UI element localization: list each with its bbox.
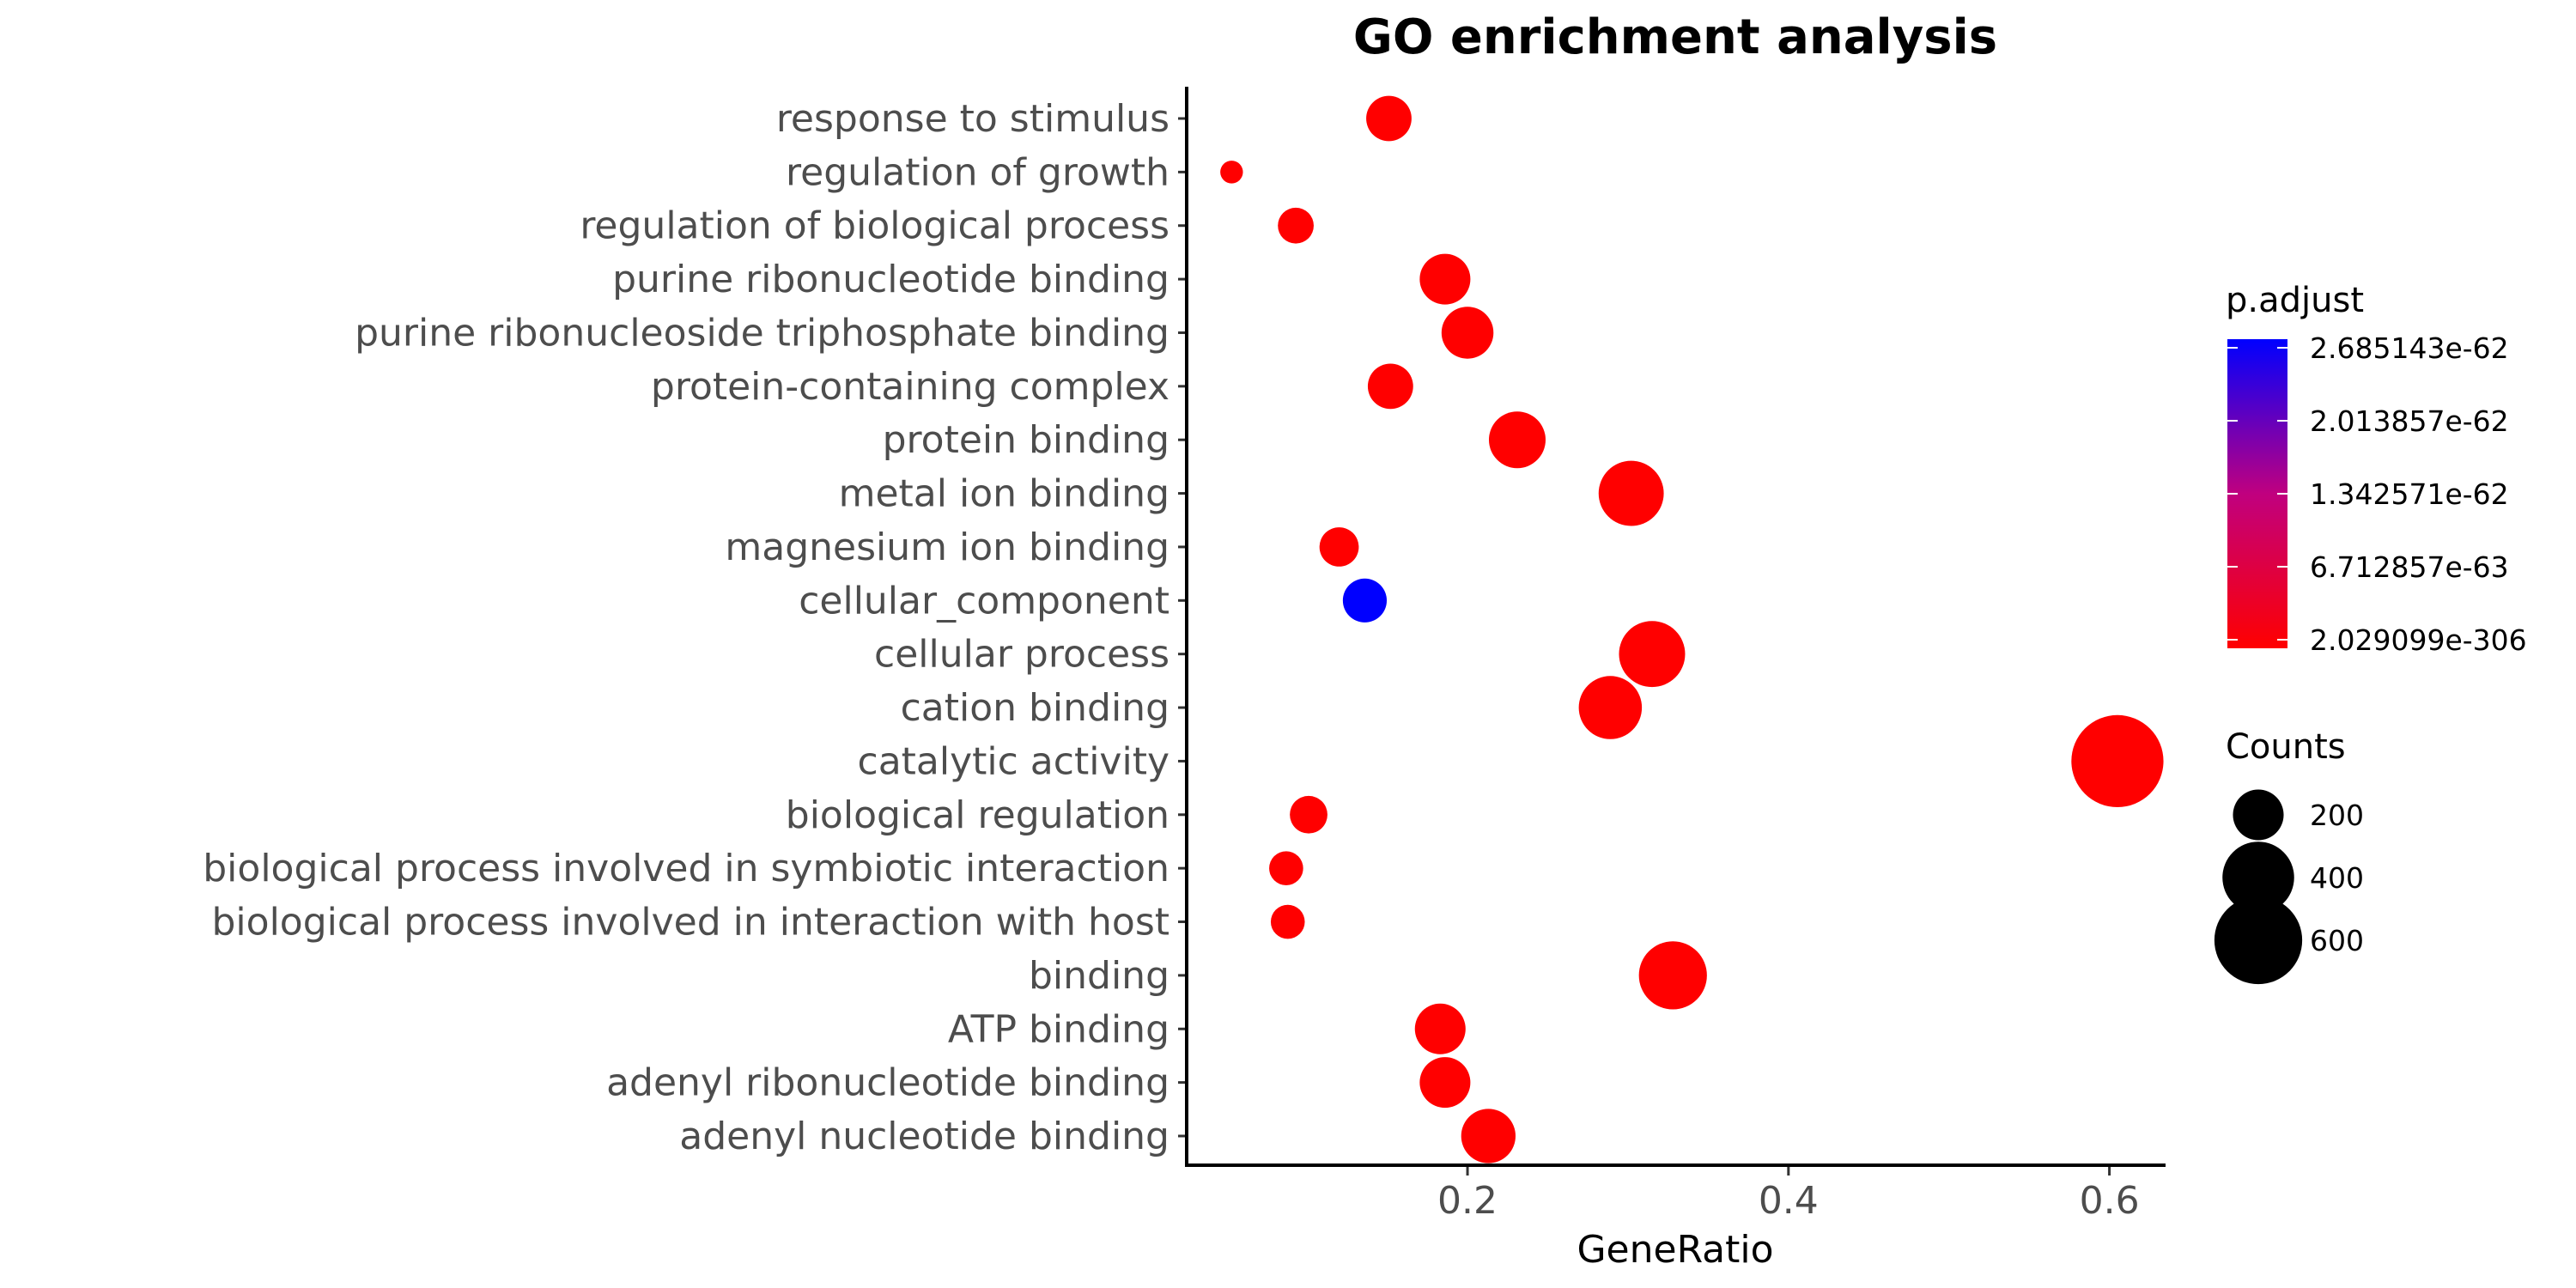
y-tick-label: adenyl ribonucleotide binding (606, 1061, 1170, 1105)
data-point (1414, 1003, 1466, 1054)
chart-title: GO enrichment analysis (1353, 9, 1997, 65)
color-legend: p.adjust 2.685143e-62 2.013857e-62 1.34257… (2226, 281, 2527, 657)
size-legend-label: 200 (2310, 799, 2364, 832)
color-legend-label: 6.712857e-63 (2310, 550, 2509, 584)
color-legend-label: 2.029099e-306 (2310, 623, 2527, 657)
data-point (1488, 411, 1546, 469)
x-tick-label: 0.6 (2080, 1179, 2140, 1223)
y-tick-label: regulation of biological process (580, 204, 1170, 248)
y-tick-label: protein-containing complex (651, 365, 1170, 409)
data-point (1290, 795, 1327, 834)
y-tick-label: cation binding (901, 686, 1170, 730)
y-tick-label: purine ribonucleoside triphosphate bindi… (355, 311, 1170, 355)
data-point (1278, 207, 1314, 244)
color-legend-label: 2.685143e-62 (2310, 331, 2509, 365)
data-point (1220, 161, 1243, 184)
data-point (1619, 621, 1686, 688)
x-tick-label: 0.2 (1437, 1179, 1498, 1223)
x-axis-title: GeneRatio (1577, 1228, 1773, 1272)
x-axis-ticks: 0.2 0.4 0.6 (1437, 1165, 2140, 1223)
y-tick-label: purine ribonucleotide binding (612, 258, 1170, 301)
data-points (1220, 95, 2164, 1163)
y-tick-label: biological process involved in symbiotic… (203, 847, 1170, 890)
x-tick-label: 0.4 (1759, 1179, 1819, 1223)
data-point (1269, 851, 1303, 885)
size-legend-dot (2233, 789, 2284, 841)
y-tick-label: response to stimulus (776, 97, 1170, 141)
data-point (1342, 578, 1388, 623)
size-legend-items: 200 400 600 (2214, 789, 2364, 985)
data-point (1270, 904, 1305, 939)
y-tick-label: cellular process (874, 633, 1170, 677)
data-point (1366, 95, 1412, 142)
y-tick-label: biological regulation (786, 793, 1170, 837)
data-point (2071, 714, 2164, 808)
size-legend-title: Counts (2226, 727, 2346, 767)
y-tick-label: binding (1029, 954, 1170, 998)
y-tick-label: biological process involved in interacti… (212, 901, 1170, 945)
color-legend-label: 2.013857e-62 (2310, 404, 2509, 438)
data-point (1367, 363, 1413, 410)
size-legend-dot (2222, 841, 2294, 914)
data-point (1419, 1057, 1471, 1109)
color-legend-label: 1.342571e-62 (2310, 477, 2509, 511)
color-legend-title: p.adjust (2226, 281, 2364, 320)
y-axis-labels: response to stimulus regulation of growth… (203, 97, 1170, 1158)
data-point (1598, 460, 1664, 526)
size-legend-label: 600 (2310, 924, 2364, 957)
y-tick-label: ATP binding (948, 1007, 1170, 1051)
y-tick-label: catalytic activity (858, 739, 1170, 783)
y-tick-label: magnesium ion binding (725, 526, 1170, 569)
data-point (1441, 307, 1494, 359)
y-tick-label: protein binding (883, 418, 1170, 462)
y-tick-label: adenyl nucleotide binding (679, 1115, 1170, 1158)
color-legend-ticks: 2.685143e-62 2.013857e-62 1.342571e-62 6.71… (2227, 331, 2527, 657)
size-legend-dot (2214, 896, 2303, 985)
size-legend-label: 400 (2310, 861, 2364, 895)
data-point (1638, 941, 1707, 1010)
y-tick-label: cellular_component (799, 579, 1170, 623)
data-point (1578, 676, 1643, 739)
data-point (1461, 1109, 1516, 1163)
data-point (1419, 253, 1471, 305)
size-legend: Counts 200 400 600 (2214, 727, 2364, 985)
data-point (1319, 527, 1359, 567)
y-tick-label: regulation of growth (786, 150, 1170, 194)
y-tick-label: metal ion binding (839, 472, 1170, 516)
